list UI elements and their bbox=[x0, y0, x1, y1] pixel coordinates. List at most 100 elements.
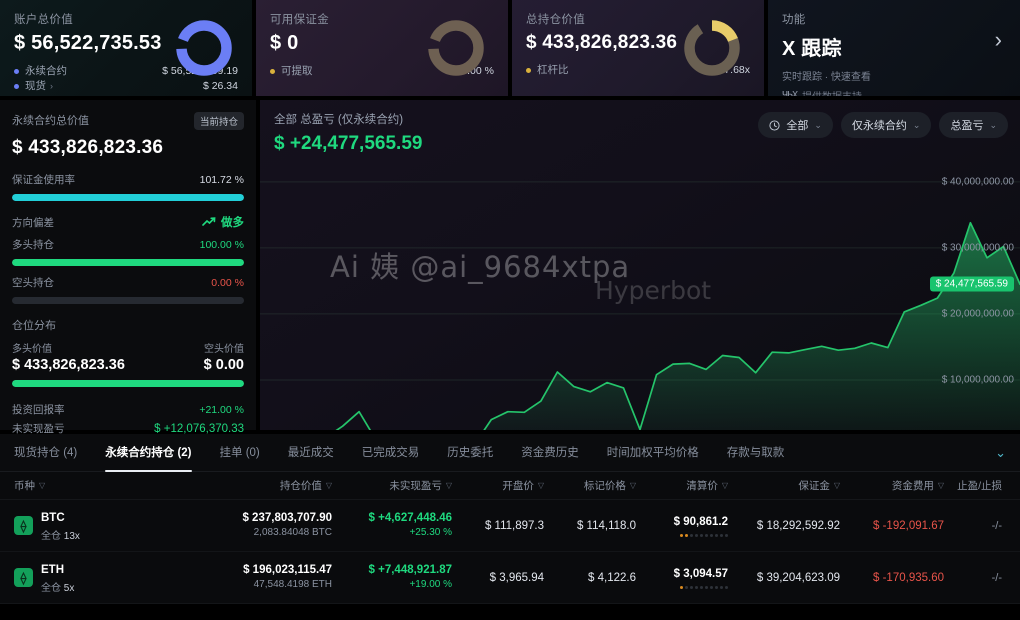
distribution-short-value: $ 0.00 bbox=[203, 357, 244, 373]
donut-chart-icon bbox=[428, 20, 484, 76]
chevron-down-icon: ⌄ bbox=[814, 119, 822, 130]
table-body: ⟠ BTC 全仓 13x $ 237,803,707.90 2,083.84048 BT… bbox=[0, 500, 1020, 604]
cell-unrealized-pnl: $ +4,627,448.46 +25.30 % bbox=[332, 511, 452, 540]
cell-unrealized-pnl: $ +7,448,921.87 +19.00 % bbox=[332, 563, 452, 592]
sort-filter-icon[interactable]: ▽ bbox=[537, 480, 544, 490]
unrealized-pnl: $ +4,627,448.46 bbox=[368, 512, 452, 524]
tab-1[interactable]: 永续合约持仓 (2) bbox=[105, 434, 192, 472]
cell-liquidation-price: $ 90,861.2 bbox=[636, 515, 728, 537]
trend-up-icon bbox=[202, 217, 216, 226]
cell-margin: $ 39,204,623.09 bbox=[756, 571, 840, 584]
table-header-7[interactable]: 资金费用 ▽ bbox=[840, 478, 944, 493]
y-axis-tick: $ 10,000,000.00 bbox=[941, 374, 1014, 386]
chart-total-pnl: $ +24,477,565.59 bbox=[274, 133, 423, 154]
chevron-down-icon[interactable]: ⌄ bbox=[995, 444, 1006, 460]
sort-filter-icon[interactable]: ▽ bbox=[721, 480, 728, 490]
card-available-margin[interactable]: 可用保证金 $ 0 可提取 0.00 % bbox=[256, 0, 508, 96]
card-label: 功能 bbox=[782, 14, 806, 26]
sort-filter-icon[interactable]: ▽ bbox=[325, 480, 332, 490]
perp-total-value: $ 433,826,823.36 bbox=[12, 137, 164, 158]
filter-metric[interactable]: 总盈亏 ⌄ bbox=[939, 112, 1008, 138]
short-position-bar bbox=[12, 297, 244, 304]
sort-filter-icon[interactable]: ▽ bbox=[445, 480, 452, 490]
chart-header: 全部 总盈亏 (仅永续合约) $ +24,477,565.59 bbox=[260, 100, 1020, 155]
filter-instrument-type[interactable]: 仅永续合约 ⌄ bbox=[840, 112, 932, 138]
tab-5[interactable]: 历史委托 bbox=[447, 446, 494, 459]
filter-label: 总盈亏 bbox=[950, 120, 984, 132]
coin-leverage: 13x bbox=[63, 530, 80, 542]
distribution-short-label: 空头价值 bbox=[204, 344, 244, 355]
positions-table: 币种 ▽ 持仓价值 ▽ 未实现盈亏 ▽ 开盘价 ▽ 标记价格 ▽ 清算价 ▽ 保证金 ▽ 资金费用 ▽ 止盈/止… bbox=[0, 472, 1020, 604]
pnl-chart-panel: 全部 总盈亏 (仅永续合约) $ +24,477,565.59 全部 ⌄ 仅永续… bbox=[260, 100, 1020, 430]
table-header-3[interactable]: 开盘价 ▽ bbox=[452, 478, 544, 493]
chart-plot-area[interactable]: Ai 姨 @ai_9684xtpa Hyperbot $ 0.00$ 10,00… bbox=[260, 156, 1020, 430]
sort-filter-icon[interactable]: ▽ bbox=[629, 480, 636, 490]
position-size: 47,548.4198 ETH bbox=[253, 579, 332, 590]
middle-region: 永续合约总价值 当前持仓 $ 433,826,823.36 保证金使用率 101… bbox=[0, 100, 1020, 435]
y-axis-tick: $ 40,000,000.00 bbox=[941, 176, 1014, 188]
position-distribution-block: 仓位分布 多头价值 空头价值 $ 433,826,823.36 $ 0.00 bbox=[12, 317, 244, 387]
roi-label: 投资回报率 bbox=[12, 404, 65, 416]
card-label: 可用保证金 bbox=[270, 14, 329, 26]
clock-icon bbox=[769, 119, 780, 131]
unrealized-pnl: $ +7,448,921.87 bbox=[368, 564, 452, 576]
sort-filter-icon[interactable]: ▽ bbox=[39, 480, 46, 490]
breakdown-row-spot[interactable]: 现货 › $ 26.34 bbox=[14, 79, 238, 94]
card-total-position-value[interactable]: 总持仓价值 $ 433,826,823.36 杠杆比 7.68x bbox=[512, 0, 764, 96]
distribution-long-value: $ 433,826,823.36 bbox=[12, 357, 125, 373]
current-value-badge: $ 24,477,565.59 bbox=[929, 276, 1014, 292]
card-value: $ 56,522,735.53 bbox=[14, 32, 162, 54]
tab-2[interactable]: 挂单 (0) bbox=[219, 446, 260, 459]
legend-dot-icon bbox=[270, 69, 275, 74]
table-header-2[interactable]: 未实现盈亏 ▽ bbox=[332, 478, 452, 493]
liquidation-price: $ 90,861.2 bbox=[673, 515, 728, 528]
table-row[interactable]: ⟠ BTC 全仓 13x $ 237,803,707.90 2,083.84048 BT… bbox=[0, 500, 1020, 552]
returns-block: 投资回报率 +21.00 % 未实现盈亏 $ +12,076,370.33 bbox=[12, 401, 244, 439]
cell-tpsl[interactable]: -/- bbox=[991, 519, 1002, 532]
table-header-5[interactable]: 清算价 ▽ bbox=[636, 478, 728, 493]
table-header-0[interactable]: 币种 ▽ bbox=[14, 478, 214, 493]
cell-coin[interactable]: ⟠ BTC 全仓 13x bbox=[14, 508, 214, 544]
y-axis-tick: $ 30,000,000.00 bbox=[941, 242, 1014, 254]
tab-0[interactable]: 现货持仓 (4) bbox=[14, 446, 78, 459]
cell-coin[interactable]: ⟠ ETH 全仓 5x bbox=[14, 560, 214, 596]
long-position-label: 多头持仓 bbox=[12, 239, 54, 251]
tab-3[interactable]: 最近成交 bbox=[287, 446, 334, 459]
cell-open-price: $ 111,897.3 bbox=[484, 519, 544, 532]
coin-leverage: 5x bbox=[63, 582, 75, 594]
chevron-down-icon: ⌄ bbox=[989, 119, 997, 130]
direction-bias-block: 方向偏差 做多 多头持仓 100.00 % 空头持仓 bbox=[12, 214, 244, 304]
tab-6[interactable]: 资金费历史 bbox=[521, 446, 579, 459]
table-header-6[interactable]: 保证金 ▽ bbox=[728, 478, 840, 493]
legend-dot-icon bbox=[14, 84, 19, 89]
unrealized-pnl-pct: +25.30 % bbox=[409, 527, 452, 538]
coin-logo-icon: ⟠ bbox=[14, 568, 33, 587]
tab-8[interactable]: 存款与取款 bbox=[726, 446, 785, 459]
header-label: 标记价格 bbox=[583, 480, 626, 492]
position-size: 2,083.84048 BTC bbox=[253, 527, 332, 538]
table-header-1[interactable]: 持仓价值 ▽ bbox=[214, 478, 332, 493]
chart-subtitle: 全部 总盈亏 (仅永续合约) bbox=[274, 114, 404, 126]
cell-tpsl[interactable]: -/- bbox=[991, 571, 1002, 584]
chevron-right-icon[interactable]: › bbox=[994, 27, 1002, 52]
card-value: $ 0 bbox=[270, 32, 299, 54]
cell-mark-price: $ 114,118.0 bbox=[576, 519, 636, 532]
card-account-total-value[interactable]: 账户总价值 $ 56,522,735.53 永续合约 $ 56,522,709.… bbox=[0, 0, 252, 96]
chart-filters: 全部 ⌄ 仅永续合约 ⌄ 总盈亏 ⌄ bbox=[758, 112, 1008, 138]
table-header-4[interactable]: 标记价格 ▽ bbox=[544, 478, 636, 493]
tab-4[interactable]: 已完成交易 bbox=[361, 446, 420, 459]
margin-usage-block: 保证金使用率 101.72 % bbox=[12, 172, 244, 201]
sort-filter-icon[interactable]: ▽ bbox=[937, 480, 944, 490]
tab-7[interactable]: 时间加权平均价格 bbox=[606, 446, 699, 459]
sort-filter-icon[interactable]: ▽ bbox=[833, 480, 840, 490]
card-label: 总持仓价值 bbox=[526, 14, 585, 26]
card-feature-x-tracking[interactable]: 功能 X 跟踪 实时跟踪 · 快速查看 ЧЬХ 提供数据支持 › bbox=[768, 0, 1020, 96]
long-position-bar bbox=[12, 259, 244, 266]
table-header-8[interactable]: 止盈/止损 bbox=[944, 478, 1002, 493]
table-row[interactable]: ⟠ ETH 全仓 5x $ 196,023,115.47 47,548.4198 ETH… bbox=[0, 552, 1020, 604]
summary-cards-row: 账户总价值 $ 56,522,735.53 永续合约 $ 56,522,709.… bbox=[0, 0, 1020, 96]
legend-dot-icon bbox=[14, 69, 19, 74]
short-position-label: 空头持仓 bbox=[12, 277, 54, 289]
donut-chart-icon bbox=[684, 20, 740, 76]
filter-time-range[interactable]: 全部 ⌄ bbox=[758, 112, 833, 138]
